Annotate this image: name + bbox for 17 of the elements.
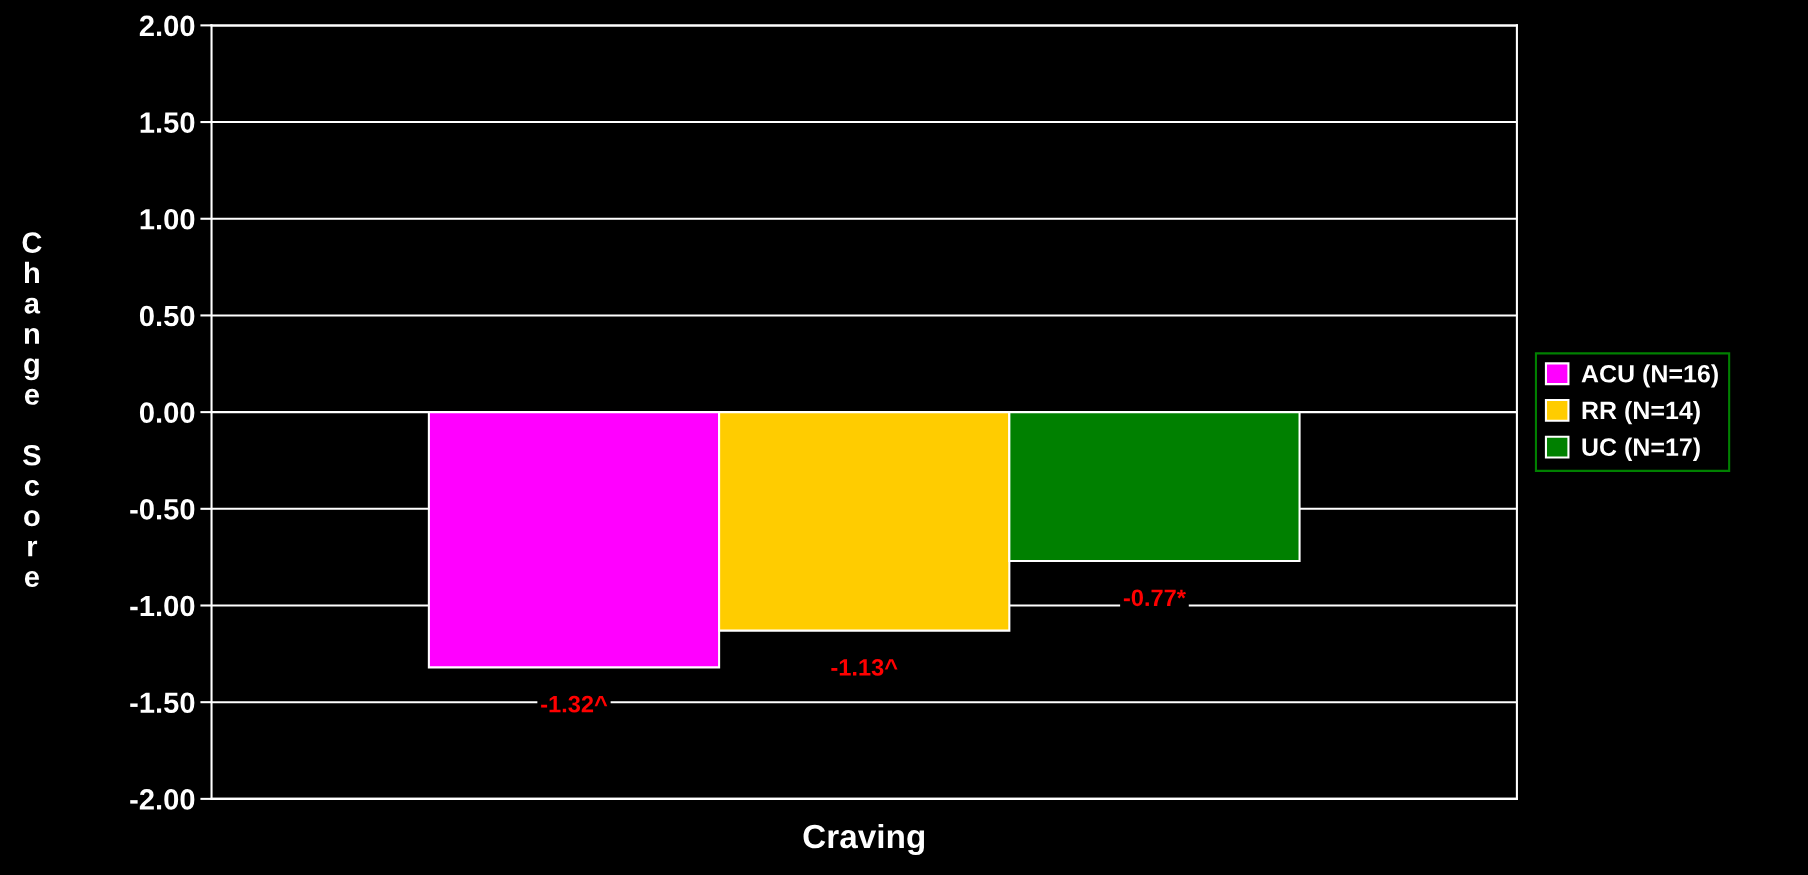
legend-label: RR (N=14) xyxy=(1582,400,1700,425)
y-tick-label: 1.50 xyxy=(140,112,195,133)
y-tick-label: 1.00 xyxy=(140,208,195,230)
y-tick-label: 0.50 xyxy=(139,305,195,327)
y-tick-label: 0.00 xyxy=(139,402,195,423)
data-label: -1.13^ xyxy=(831,659,898,676)
text: Change Score xyxy=(22,232,42,587)
y-tick-label: 2.00 xyxy=(139,15,195,37)
y-tick-label: -2.00 xyxy=(130,789,195,810)
legend-label: UC (N=17) xyxy=(1582,437,1700,461)
y-tick-label: -0.50 xyxy=(130,499,195,520)
y-tick-label: -1.00 xyxy=(130,595,195,617)
data-label: -1.32^ xyxy=(541,695,608,713)
y-tick-label: -1.50 xyxy=(130,692,195,714)
legend-label: ACU (N=16) xyxy=(1581,364,1718,388)
data-label: -0.77* xyxy=(1123,589,1186,607)
x-tick-label: Craving xyxy=(803,823,925,856)
